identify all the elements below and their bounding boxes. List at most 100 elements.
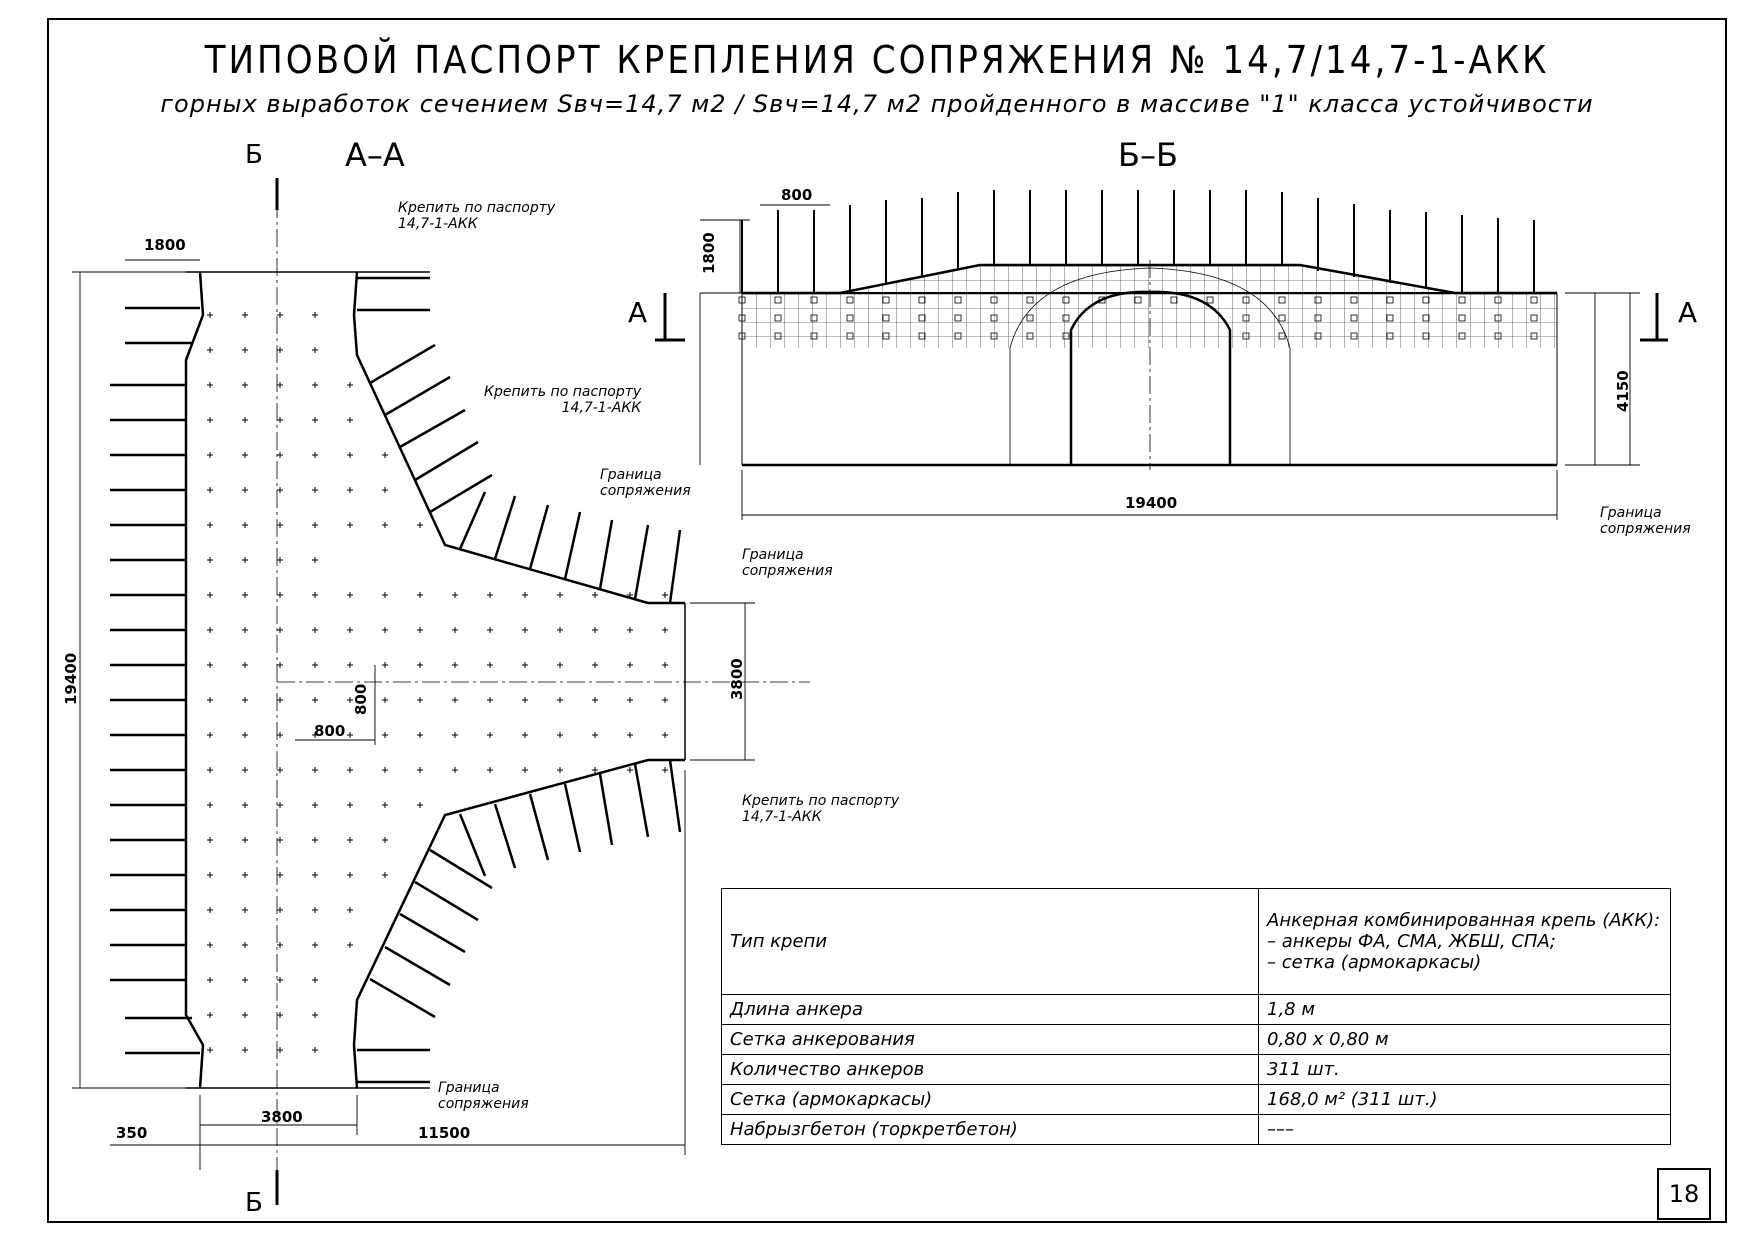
anchor-head bbox=[1458, 332, 1466, 340]
anchor-mark bbox=[592, 627, 598, 633]
anchor-mark bbox=[277, 662, 283, 668]
anchor-mark bbox=[592, 767, 598, 773]
anchor-head bbox=[1278, 314, 1286, 322]
anchor-mark bbox=[277, 452, 283, 458]
anchor-mark bbox=[207, 417, 213, 423]
anchor-mark bbox=[242, 1012, 248, 1018]
anchor-mark bbox=[207, 697, 213, 703]
anchor-mark bbox=[452, 732, 458, 738]
anchor-mark bbox=[557, 697, 563, 703]
anchor-mark bbox=[277, 767, 283, 773]
anchor-mark bbox=[312, 592, 318, 598]
dim-19400-elev: 19400 bbox=[1125, 494, 1178, 512]
anchor-mark bbox=[347, 487, 353, 493]
anchor-mark bbox=[662, 662, 668, 668]
spec-value: 311 шт. bbox=[1258, 1054, 1671, 1085]
anchor-mark bbox=[207, 837, 213, 843]
anchor-mark bbox=[277, 487, 283, 493]
anchor-mark bbox=[557, 767, 563, 773]
anchor-mark bbox=[347, 837, 353, 843]
anchor-mark bbox=[242, 907, 248, 913]
anchor-mark bbox=[382, 522, 388, 528]
anchor-head bbox=[918, 296, 926, 304]
anchor-mark bbox=[312, 452, 318, 458]
spec-key: Набрызгбетон (торкретбетон) bbox=[721, 1114, 1259, 1145]
anchor-mark bbox=[522, 662, 528, 668]
elevation-mesh-band bbox=[742, 293, 1557, 348]
anchor-head bbox=[1530, 296, 1538, 304]
anchor-mark bbox=[277, 627, 283, 633]
anchor-mark bbox=[522, 732, 528, 738]
anchor-mark bbox=[487, 767, 493, 773]
page-number: 18 bbox=[1657, 1168, 1711, 1220]
anchor-head bbox=[1062, 314, 1070, 322]
plan-outline-left bbox=[184, 271, 205, 1089]
anchor-mark bbox=[417, 592, 423, 598]
anchor-mark bbox=[312, 557, 318, 563]
anchor-mark bbox=[207, 802, 213, 808]
drawing-title: ТИПОВОЙ ПАСПОРТ КРЕПЛЕНИЯ СОПРЯЖЕНИЯ № 1… bbox=[204, 38, 1550, 82]
anchor-mark bbox=[487, 697, 493, 703]
anchor-head bbox=[1350, 296, 1358, 304]
anchor-mark bbox=[452, 662, 458, 668]
anchor-mark bbox=[242, 802, 248, 808]
anchor-mark bbox=[277, 522, 283, 528]
spec-value: 0,80 х 0,80 м bbox=[1258, 1024, 1671, 1055]
anchor-head bbox=[774, 332, 782, 340]
anchor-mark bbox=[452, 767, 458, 773]
spec-key: Количество анкеров bbox=[721, 1054, 1259, 1085]
anchor-head bbox=[1242, 296, 1250, 304]
anchor-mark bbox=[347, 872, 353, 878]
anchor-mark bbox=[312, 627, 318, 633]
spec-key: Длина анкера bbox=[721, 994, 1259, 1025]
anchor-mark bbox=[277, 732, 283, 738]
anchor-mark bbox=[312, 802, 318, 808]
anchor-mark bbox=[242, 522, 248, 528]
anchor-head bbox=[846, 332, 854, 340]
anchor-head bbox=[918, 332, 926, 340]
anchor-mark bbox=[417, 627, 423, 633]
anchor-mark bbox=[242, 942, 248, 948]
anchor-head bbox=[1494, 296, 1502, 304]
anchor-mark bbox=[312, 837, 318, 843]
table-row: Набрызгбетон (торкретбетон) ––– bbox=[721, 1114, 1671, 1145]
anchor-mark bbox=[627, 662, 633, 668]
anchor-mark bbox=[207, 452, 213, 458]
anchor-mark bbox=[382, 697, 388, 703]
anchor-mark bbox=[347, 767, 353, 773]
anchor-head bbox=[846, 296, 854, 304]
anchor-mark bbox=[382, 837, 388, 843]
anchor-mark bbox=[242, 347, 248, 353]
anchor-head bbox=[1170, 296, 1178, 304]
anchor-mark bbox=[382, 627, 388, 633]
anchor-mark bbox=[312, 767, 318, 773]
anchor-mark bbox=[627, 592, 633, 598]
anchor-head bbox=[1314, 332, 1322, 340]
anchor-mark bbox=[312, 662, 318, 668]
elevation-mesh-crown bbox=[840, 265, 1455, 293]
anchor-head bbox=[774, 314, 782, 322]
anchor-mark bbox=[312, 697, 318, 703]
anchor-mark bbox=[242, 767, 248, 773]
plan-dim-lines bbox=[72, 259, 755, 1170]
anchor-mark bbox=[662, 732, 668, 738]
anchor-mark bbox=[207, 872, 213, 878]
anchor-mark bbox=[347, 907, 353, 913]
anchor-mark bbox=[312, 522, 318, 528]
anchor-head bbox=[1422, 314, 1430, 322]
anchor-mark bbox=[662, 627, 668, 633]
plan-outline-right-lower bbox=[352, 758, 685, 1089]
plan-anchors-left bbox=[110, 306, 200, 1055]
anchor-head bbox=[1350, 314, 1358, 322]
anchor-mark bbox=[277, 382, 283, 388]
anchor-mark bbox=[207, 557, 213, 563]
cut-mark-a-left: А bbox=[628, 296, 648, 329]
anchor-mark bbox=[312, 347, 318, 353]
anchor-mark bbox=[242, 1047, 248, 1053]
anchor-mark bbox=[522, 627, 528, 633]
anchor-mark bbox=[452, 592, 458, 598]
anchor-mark bbox=[242, 312, 248, 318]
anchor-head bbox=[738, 296, 746, 304]
anchor-head bbox=[1386, 332, 1394, 340]
